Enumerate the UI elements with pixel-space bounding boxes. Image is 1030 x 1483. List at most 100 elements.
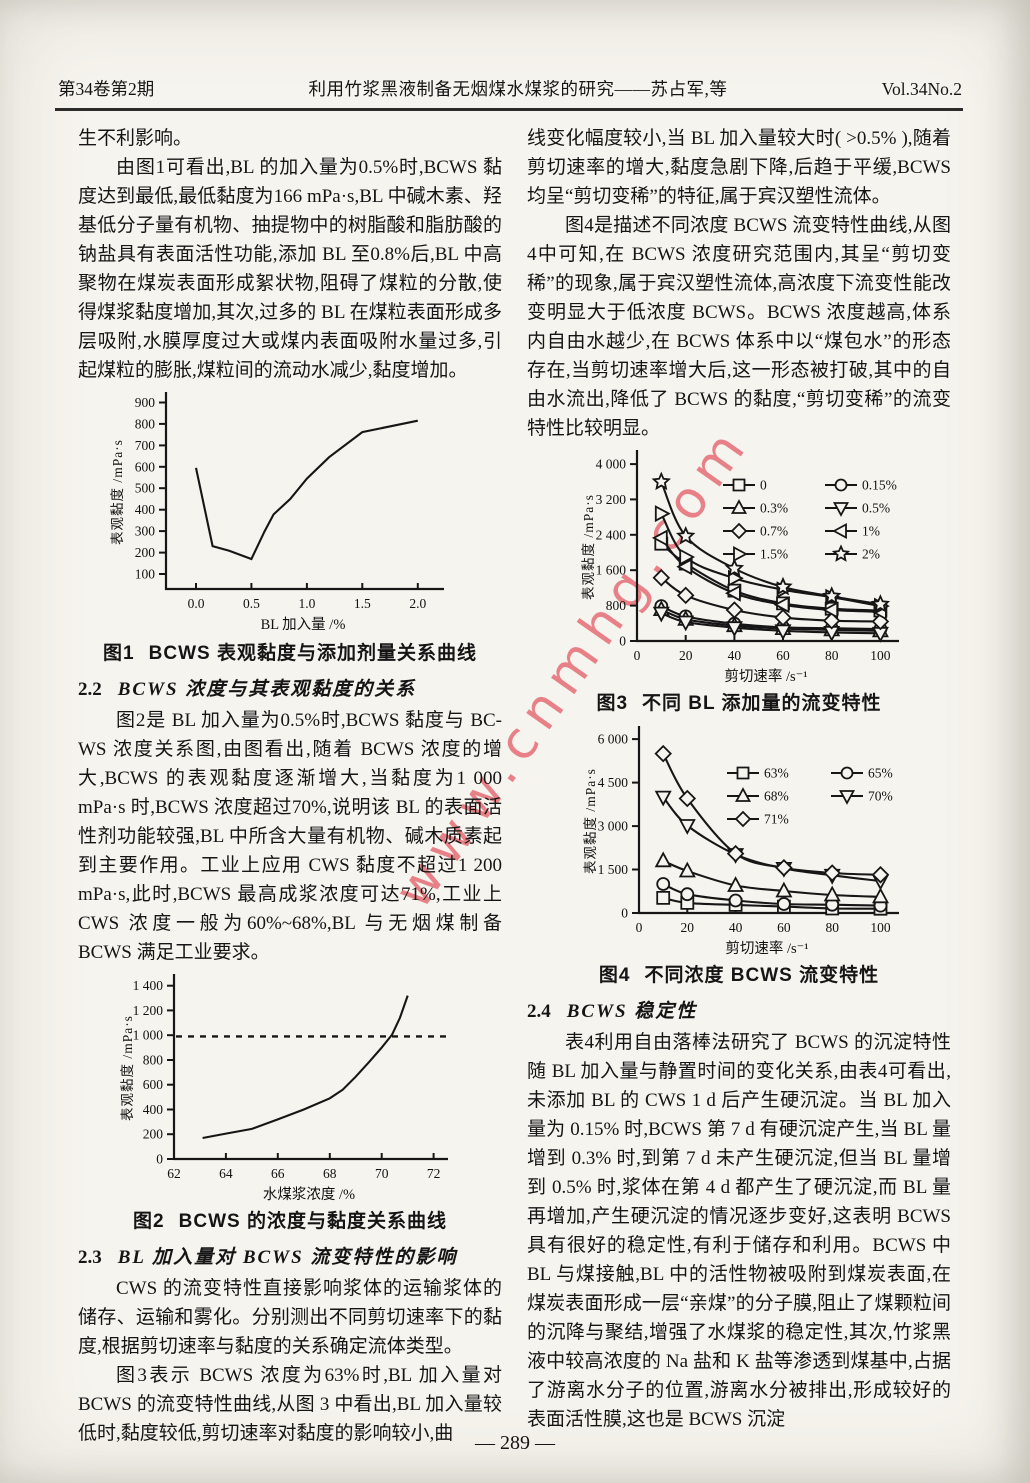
svg-text:66: 66 — [271, 1166, 285, 1181]
svg-text:4 500: 4 500 — [598, 775, 629, 790]
svg-text:700: 700 — [135, 438, 156, 453]
svg-text:0: 0 — [621, 906, 628, 921]
svg-text:1.5%: 1.5% — [760, 547, 788, 562]
svg-text:80: 80 — [825, 648, 839, 663]
svg-text:800: 800 — [606, 598, 627, 613]
svg-text:600: 600 — [143, 1077, 164, 1092]
figure4-caption: 图4 不同浓度 BCWS 流变特性 — [598, 965, 880, 986]
paragraph: 图2是 BL 加入量为0.5%时,BCWS 黏度与 BC-WS 浓度关系图,由图… — [78, 710, 502, 963]
svg-text:100: 100 — [870, 648, 891, 663]
svg-text:70%: 70% — [868, 789, 893, 804]
svg-text:64: 64 — [219, 1166, 233, 1181]
paragraph: 图4是描述不同浓度 BCWS 流变特性曲线,从图4中可知,在 BCWS 浓度研究… — [527, 215, 951, 439]
figure-3: 0 800 1 600 2 400 3 200 4 000 0 20 40 60 80 100 表观黏度… — [527, 445, 951, 717]
svg-text:200: 200 — [135, 545, 156, 560]
svg-text:65%: 65% — [868, 766, 893, 781]
svg-text:剪切速率 /s⁻¹: 剪切速率 /s⁻¹ — [725, 939, 808, 957]
svg-text:0: 0 — [634, 648, 641, 663]
paragraph: 由图1可看出,BL 的加入量为0.5%时,BCWS 黏度达到最低,最低黏度为16… — [78, 157, 502, 381]
svg-text:2 400: 2 400 — [596, 527, 627, 542]
svg-text:0.0: 0.0 — [188, 596, 205, 611]
paragraph: 线变化幅度较小,当 BL 加入量较大时( >0.5% ),随着剪切速率的增大,黏… — [527, 128, 951, 207]
svg-text:0.7%: 0.7% — [760, 524, 788, 539]
svg-text:200: 200 — [143, 1127, 164, 1142]
svg-text:400: 400 — [135, 502, 156, 517]
section-heading-2-2: 2.2 BCWS 浓度与其表观黏度的关系 — [78, 679, 417, 700]
svg-text:500: 500 — [135, 481, 156, 496]
svg-text:20: 20 — [681, 920, 695, 935]
svg-text:1.0: 1.0 — [298, 596, 315, 611]
svg-text:水煤浆浓度 /%: 水煤浆浓度 /% — [263, 1185, 355, 1203]
svg-text:6 000: 6 000 — [598, 732, 629, 747]
svg-text:71%: 71% — [764, 812, 789, 827]
figure1-caption: 图1 BCWS 表观黏度与添加剂量关系曲线 — [103, 643, 477, 664]
svg-text:4 000: 4 000 — [596, 457, 627, 472]
svg-text:0: 0 — [156, 1152, 163, 1167]
svg-text:1 000: 1 000 — [133, 1028, 164, 1043]
left-column: 生不利影响。 由图1可看出,BL 的加入量为0.5%时,BCWS 黏度达到最低,… — [78, 124, 502, 1448]
svg-text:40: 40 — [729, 920, 743, 935]
svg-text:60: 60 — [777, 920, 791, 935]
issue-label: 第34卷第2期 — [58, 79, 155, 99]
svg-text:1 600: 1 600 — [596, 563, 627, 578]
svg-text:63%: 63% — [764, 766, 789, 781]
svg-text:900: 900 — [135, 395, 156, 410]
svg-text:800: 800 — [135, 416, 156, 431]
svg-text:0.15%: 0.15% — [862, 478, 897, 493]
svg-text:0: 0 — [760, 478, 767, 493]
svg-text:2%: 2% — [862, 547, 880, 562]
svg-text:800: 800 — [143, 1053, 164, 1068]
svg-text:表观黏度 /mPa·s: 表观黏度 /mPa·s — [110, 439, 125, 545]
svg-text:BL 加入量 /%: BL 加入量 /% — [261, 616, 346, 633]
figure-1: 100 200 300 400 500 600 700 800 900 0.0 0.5 1.0 1.5 2… — [78, 387, 502, 667]
svg-text:0.5: 0.5 — [243, 596, 260, 611]
svg-text:0.5%: 0.5% — [862, 501, 890, 516]
svg-text:68: 68 — [323, 1166, 337, 1181]
svg-text:1%: 1% — [862, 524, 880, 539]
svg-text:0.3%: 0.3% — [760, 501, 788, 516]
figure-4: 0 1 500 3 000 4 500 6 000 0 20 40 60 80 100 表观黏度 /m… — [527, 721, 951, 989]
running-title: 利用竹浆黑液制备无烟煤水煤浆的研究——苏占军,等 — [308, 79, 728, 99]
svg-text:40: 40 — [728, 648, 742, 663]
svg-text:600: 600 — [135, 459, 156, 474]
svg-text:68%: 68% — [764, 789, 789, 804]
svg-text:表观黏度 /mPa·s: 表观黏度 /mPa·s — [583, 768, 598, 874]
figure3-caption: 图3 不同 BL 添加量的流变特性 — [596, 693, 882, 714]
right-column: 线变化幅度较小,当 BL 加入量较大时( >0.5% ),随着剪切速率的增大,黏… — [527, 124, 951, 1434]
svg-text:0: 0 — [636, 920, 643, 935]
figure3-chart: 0 800 1 600 2 400 3 200 4 000 0 20 40 60 80 100 表观黏度… — [581, 450, 899, 685]
svg-text:60: 60 — [776, 648, 790, 663]
svg-text:0: 0 — [619, 634, 626, 649]
svg-text:100: 100 — [135, 567, 156, 582]
svg-text:72: 72 — [427, 1166, 441, 1181]
svg-text:表观黏度 /mPa·s: 表观黏度 /mPa·s — [581, 494, 596, 600]
svg-text:62: 62 — [167, 1166, 181, 1181]
paragraph: CWS 的流变特性直接影响浆体的运输浆体的储存、运输和雾化。分别测出不同剪切速率… — [78, 1278, 502, 1357]
svg-text:300: 300 — [135, 524, 156, 539]
svg-text:20: 20 — [679, 648, 693, 663]
svg-text:1 200: 1 200 — [133, 1003, 164, 1018]
svg-text:400: 400 — [143, 1102, 164, 1117]
svg-text:1 500: 1 500 — [598, 862, 629, 877]
page-header: 第34卷第2期 利用竹浆黑液制备无烟煤水煤浆的研究——苏占军,等 Vol.34N… — [58, 76, 962, 101]
svg-text:80: 80 — [825, 920, 839, 935]
svg-text:1.5: 1.5 — [354, 596, 371, 611]
figure2-chart: 0 200 400 600 800 1 000 1 200 1 400 62 64 66 68 70 72… — [120, 974, 448, 1203]
volume-label: Vol.34No.2 — [881, 79, 962, 99]
svg-text:1 400: 1 400 — [133, 978, 164, 993]
paragraph: 生不利影响。 — [78, 128, 193, 149]
svg-text:剪切速率 /s⁻¹: 剪切速率 /s⁻¹ — [724, 667, 807, 685]
svg-text:3 200: 3 200 — [596, 492, 627, 507]
figure-2: 0 200 400 600 800 1 000 1 200 1 400 62 64 66 68 70 72… — [78, 969, 502, 1235]
section-heading-2-3: 2.3 BL 加入量对 BCWS 流变特性的影响 — [78, 1247, 458, 1268]
figure2-caption: 图2 BCWS 的浓度与黏度关系曲线 — [133, 1211, 447, 1232]
svg-text:3 000: 3 000 — [598, 819, 629, 834]
svg-text:2.0: 2.0 — [409, 596, 426, 611]
paragraph: 表4利用自由落棒法研究了 BCWS 的沉淀特性随 BL 加入量与静置时间的变化关… — [527, 1032, 951, 1430]
paragraph: 图3表示 BCWS 浓度为63%时,BL 加入量对 BCWS 的流变特性曲线,从… — [78, 1365, 502, 1444]
figure4-chart: 0 1 500 3 000 4 500 6 000 0 20 40 60 80 100 表观黏度 /m… — [583, 726, 899, 957]
header-rule — [55, 108, 963, 111]
section-heading-2-4: 2.4 BCWS 稳定性 — [527, 1001, 698, 1022]
figure1-chart: 100 200 300 400 500 600 700 800 900 0.0 0.5 1.0 1.5 2… — [110, 392, 444, 633]
